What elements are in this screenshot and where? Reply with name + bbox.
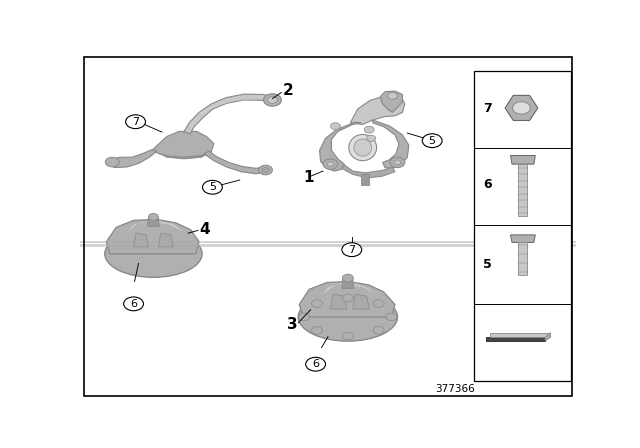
Polygon shape [350,95,405,125]
Circle shape [422,134,442,147]
Circle shape [323,159,338,169]
Text: 5: 5 [483,258,492,271]
Polygon shape [486,337,545,341]
Polygon shape [106,220,199,254]
Text: 6: 6 [483,178,492,191]
Polygon shape [518,164,527,216]
Polygon shape [154,147,211,159]
Polygon shape [319,122,361,171]
Polygon shape [545,333,550,341]
Circle shape [264,94,282,106]
Text: 3: 3 [287,317,298,332]
Polygon shape [109,248,197,250]
Circle shape [388,92,397,99]
Circle shape [202,181,222,194]
Polygon shape [204,151,266,174]
FancyBboxPatch shape [474,71,571,382]
Text: 7: 7 [483,103,492,116]
Circle shape [367,135,376,142]
Polygon shape [330,294,347,309]
Ellipse shape [106,247,202,264]
Circle shape [312,327,323,334]
Polygon shape [152,131,214,157]
Circle shape [373,327,384,334]
Circle shape [394,160,401,165]
Text: 6: 6 [130,299,137,309]
Polygon shape [372,120,409,168]
Circle shape [124,297,143,311]
Ellipse shape [354,139,372,156]
Polygon shape [511,155,535,164]
Circle shape [386,313,397,321]
Ellipse shape [298,293,397,341]
Polygon shape [505,95,538,121]
Circle shape [390,157,405,168]
Polygon shape [187,99,262,130]
Circle shape [268,96,277,103]
Polygon shape [300,281,395,317]
Polygon shape [490,333,550,337]
Circle shape [262,168,269,172]
Circle shape [259,165,273,175]
Text: 7: 7 [348,245,355,255]
Circle shape [148,214,158,220]
Circle shape [330,123,340,129]
Circle shape [327,162,334,167]
Circle shape [342,332,353,340]
Text: 5: 5 [429,136,436,146]
Ellipse shape [349,134,376,161]
Polygon shape [353,294,369,309]
Circle shape [106,157,119,167]
Text: 377366: 377366 [436,384,476,394]
Text: 7: 7 [132,117,139,127]
Polygon shape [380,91,403,112]
Polygon shape [158,233,173,247]
Circle shape [342,274,353,282]
Text: 5: 5 [209,182,216,192]
Circle shape [125,115,145,129]
Circle shape [342,243,362,257]
Circle shape [364,126,374,133]
Circle shape [299,313,310,321]
Polygon shape [342,279,354,289]
Polygon shape [323,283,375,294]
Circle shape [373,300,384,307]
Polygon shape [518,242,527,275]
Polygon shape [134,233,148,247]
Polygon shape [147,218,159,226]
Polygon shape [184,94,275,134]
Text: 1: 1 [303,170,314,185]
Ellipse shape [298,309,397,327]
Circle shape [513,102,531,114]
Polygon shape [341,165,395,178]
Polygon shape [511,235,535,242]
Text: 6: 6 [312,359,319,369]
Polygon shape [110,150,157,168]
Polygon shape [0,244,640,247]
Text: 2: 2 [282,83,293,98]
Circle shape [306,358,326,371]
Polygon shape [0,241,640,244]
Polygon shape [361,174,369,185]
Text: 4: 4 [199,222,210,237]
Polygon shape [126,220,183,233]
Ellipse shape [105,230,202,277]
Circle shape [342,294,353,302]
Circle shape [312,300,323,307]
